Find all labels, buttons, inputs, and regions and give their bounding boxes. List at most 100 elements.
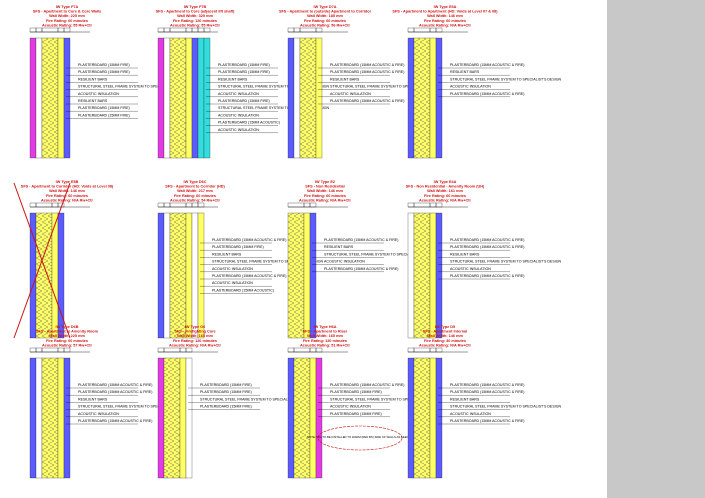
wall-type-title: IW Type F7A xyxy=(56,5,79,9)
spec-text: RESILIENT BARS xyxy=(450,70,480,74)
wall-type-title: IW Type H6A xyxy=(314,325,337,329)
spec-text: PLASTERBOARD (15MM ACOUSTIC & FIRE) xyxy=(450,383,524,387)
spec-text: ACOUSTIC INSULATION xyxy=(212,281,253,285)
wall-layer xyxy=(63,37,71,159)
revision-cloud xyxy=(317,425,403,451)
wall-layer xyxy=(197,37,205,159)
dim-box xyxy=(197,202,205,208)
wall-type-title: IW Type E5A xyxy=(434,5,457,9)
wall-layer xyxy=(35,357,43,479)
spec-text: PLASTERBOARD (15MM ACOUSTIC & FIRE) xyxy=(450,63,524,67)
dim-box xyxy=(315,347,323,353)
wall-layer xyxy=(157,357,165,479)
wall-type-title: IW Type G6 xyxy=(185,325,205,329)
wall-layer xyxy=(407,357,415,479)
spec-text: RESILIENT BARS xyxy=(78,99,108,103)
wall-type-title: IW Type D7A xyxy=(314,5,337,9)
wall-type-title: SFS - Apartment to Apartment (HD: Voids … xyxy=(392,10,498,14)
wall-type-title: SFS - Firefighting Core xyxy=(174,330,215,334)
wall-layer xyxy=(163,212,171,339)
spec-text: STRUCTURAL STEEL FRAME SYSTEM TO SPECIAL… xyxy=(78,405,190,409)
spec-text: PLASTERBOARD (15MM FIRE) xyxy=(218,70,270,74)
spec-text: PLASTERBOARD (15MM FIRE) xyxy=(330,390,382,394)
wall-type-title: Acoustic Rating: N/A Rw+Ctr xyxy=(419,23,472,27)
wall-layer xyxy=(57,212,65,339)
wall-layer xyxy=(407,37,415,159)
wall-layer xyxy=(315,37,323,159)
dim-box xyxy=(309,202,317,208)
wall-type-title: Acoustic Rating: N/A Rw+Ctr xyxy=(169,343,222,347)
wall-type-title: Acoustic Rating: 57 Rw+Ctr xyxy=(42,343,92,347)
insulation-hatch xyxy=(164,358,180,478)
wall-type-title: Acoustic Rating: 51 Rw+Ctr xyxy=(300,343,350,347)
wall-type-title: Fire Rating: 120 minutes xyxy=(173,19,217,23)
wall-type-title: Acoustic Rating: 55 Rw+Ctr xyxy=(170,23,220,27)
insulation-hatch xyxy=(414,358,430,478)
wall-layer xyxy=(315,357,323,479)
wall-layer xyxy=(163,37,171,159)
wall-type-title: Fire Rating: 60 minutes xyxy=(304,194,346,198)
dim-box xyxy=(63,27,71,33)
wall-layer xyxy=(157,37,165,159)
spec-text: ACOUSTIC INSULATION xyxy=(450,85,491,89)
insulation-hatch xyxy=(36,213,52,338)
dim-box xyxy=(315,27,323,33)
wall-layer xyxy=(185,357,193,479)
spec-text: PLASTERBOARD (15MM ACOUSTIC & FIRE) xyxy=(450,238,524,242)
wall-type-title: IW Type D6C xyxy=(184,180,207,184)
wall-type-title: Acoustic Rating: N/A Rw+Ctr xyxy=(419,198,472,202)
spec-text: RESILIENT BARS xyxy=(212,252,242,256)
wall-type-title: Fire Rating: 120 minutes xyxy=(173,339,217,343)
wall-type-title: SFS - Non Residential xyxy=(305,185,344,189)
wall-layer xyxy=(191,37,199,159)
side-panel xyxy=(607,0,705,498)
wall-layer xyxy=(293,37,301,159)
wall-type-title: Fire Rating: 60 minutes xyxy=(46,339,88,343)
spec-text: PLASTERBOARD (15MM ACOUSTIC & FIRE) xyxy=(78,383,152,387)
spec-text: ACOUSTIC INSULATION xyxy=(218,113,259,117)
spec-text: PLASTERBOARD (15MM ACOUSTIC) xyxy=(218,121,280,125)
wall-layer xyxy=(287,37,295,159)
spec-text: STRUCTURAL STEEL FRAME SYSTEM TO SPECIAL… xyxy=(218,85,330,89)
wall-type-title: Wall Width: 165 mm xyxy=(307,334,343,338)
spec-text: STRUCTURAL STEEL FRAME SYSTEM TO SPECIAL… xyxy=(450,260,562,264)
spec-text: PLASTERBOARD (15MM FIRE) xyxy=(78,106,130,110)
wall-layer xyxy=(179,357,187,479)
spec-text: RESILIENT BARS xyxy=(78,397,108,401)
spec-text: STRUCTURAL STEEL FRAME SYSTEM TO SPECIAL… xyxy=(218,106,330,110)
spec-text: ACOUSTIC INSULATION xyxy=(218,92,259,96)
wall-type-title: IW Type E4A xyxy=(434,180,457,184)
spec-text: PLASTERBOARD (15MM ACOUSTIC & FIRE) xyxy=(330,99,404,103)
insulation-hatch xyxy=(42,38,58,158)
wall-type-title: SFS - Non Residential - Amenity Room (UH… xyxy=(406,185,485,189)
spec-text: PLASTERBOARD (15MM FIRE) xyxy=(78,63,130,67)
spec-text: ACOUSTIC INSULATION xyxy=(78,92,119,96)
wall-type-title: Acoustic Rating: 54 Rw+Ctr xyxy=(170,198,220,202)
spec-text: PLASTERBOARD (15MM ACOUSTIC & FIRE) xyxy=(330,70,404,74)
spec-text: STRUCTURAL STEEL FRAME SYSTEM TO SPECIAL… xyxy=(324,252,436,256)
wall-layer xyxy=(407,212,415,339)
spec-text: PLASTERBOARD (15MM FIRE) xyxy=(78,113,130,117)
wall-type-title: SFS - Apartment to Core & Core Walls xyxy=(33,10,101,14)
wall-layer xyxy=(435,212,443,339)
wall-type-title: Acoustic Rating: 56 Rw+Ctr xyxy=(300,23,350,27)
wall-layer xyxy=(435,37,443,159)
wall-type-title: SFS - Apartment Internal xyxy=(423,330,467,334)
dim-box xyxy=(435,202,443,208)
spec-text: PLASTERBOARD (15MM ACOUSTIC & FIRE) xyxy=(212,274,286,278)
spec-text: STRUCTURAL STEEL FRAME SYSTEM TO SPECIAL… xyxy=(330,85,442,89)
wall-type-title: Wall Width: 165 mm xyxy=(177,334,213,338)
dim-box xyxy=(185,347,193,353)
wall-type-title: SFS - Apartment to (outside) Apartment t… xyxy=(279,10,372,14)
spec-text: PLASTERBOARD (15MM ACOUSTIC & FIRE) xyxy=(212,238,286,242)
spec-text: RESILIENT BARS xyxy=(450,397,480,401)
wall-layer xyxy=(29,37,37,159)
wall-layer xyxy=(309,212,317,339)
spec-text: ACOUSTIC INSULATION xyxy=(324,260,365,264)
spec-text: RESILIENT BARS xyxy=(450,252,480,256)
spec-text: STRUCTURAL STEEL FRAME SYSTEM TO SPECIAL… xyxy=(450,405,562,409)
wall-type-title: IW Type E2 xyxy=(315,180,335,184)
spec-text: PLASTERBOARD (15MM ACOUSTIC & FIRE) xyxy=(324,267,398,271)
wall-layer xyxy=(29,212,37,339)
wall-type-title: Fire Rating: 60 minutes xyxy=(46,19,88,23)
